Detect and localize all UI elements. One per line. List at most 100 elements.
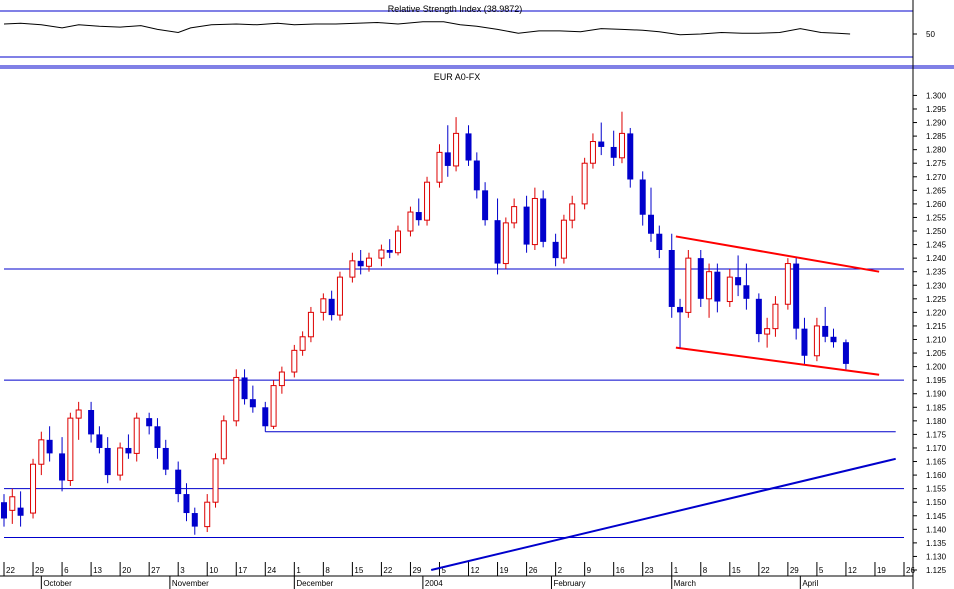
candle-body (656, 233, 663, 250)
candle-body (88, 410, 95, 435)
candle (511, 198, 518, 229)
candle (685, 250, 692, 318)
price-tick-label: 1.265 (926, 186, 947, 195)
candle (830, 328, 837, 348)
price-tick-label: 1.175 (926, 430, 947, 439)
candle (793, 258, 800, 340)
candle-body (220, 420, 227, 460)
candle (627, 127, 634, 188)
candle-body (627, 133, 634, 180)
rsi-panel: Relative Strength Index (38.9872) 50 (0, 0, 954, 69)
candle-body (743, 285, 750, 299)
candle (726, 268, 733, 307)
date-tick-label: 3 (180, 566, 185, 575)
candle (822, 306, 829, 343)
candle (59, 437, 66, 492)
candle-body (154, 426, 161, 448)
candle-body (67, 417, 74, 482)
candle-body (668, 250, 675, 307)
candle (349, 252, 356, 283)
candle (307, 306, 314, 343)
month-label: February (553, 579, 585, 588)
candle-body (125, 447, 132, 454)
rsi-tick-label: 50 (926, 30, 935, 39)
candle-body (822, 325, 829, 337)
rsi-axis: 50 (913, 30, 935, 39)
drawn-lines (4, 235, 904, 571)
candle (175, 461, 182, 503)
candle-body (764, 328, 771, 335)
candle (328, 290, 335, 321)
candle (436, 144, 443, 188)
candle (291, 344, 298, 378)
candle-body (191, 513, 198, 527)
candle-body (598, 141, 605, 147)
month-label: November (172, 579, 209, 588)
candle (552, 233, 559, 267)
candle-body (17, 507, 24, 516)
candle-body (784, 263, 791, 305)
candle-body (204, 501, 211, 528)
channel-line (675, 346, 880, 376)
candle-body (801, 328, 808, 356)
candle (357, 250, 364, 275)
candle-body (386, 250, 393, 253)
candle-body (9, 496, 16, 511)
candle-body (270, 385, 277, 427)
candle (618, 111, 625, 164)
candle (697, 250, 704, 307)
candle-body (59, 453, 66, 481)
candle-body (735, 277, 742, 286)
candle-body (241, 377, 248, 400)
date-tick-label: 12 (471, 566, 480, 575)
date-tick-label: 23 (645, 566, 654, 575)
candle-body (424, 181, 431, 221)
candle (743, 263, 750, 310)
candle-body (482, 190, 489, 221)
candle (801, 317, 808, 364)
month-label: March (674, 579, 696, 588)
candle (842, 339, 849, 370)
candle (764, 317, 771, 348)
price-tick-label: 1.245 (926, 241, 947, 250)
price-tick-label: 1.145 (926, 512, 947, 521)
candle (598, 122, 605, 156)
candle (540, 190, 547, 248)
candle-body (365, 257, 372, 267)
candle-body (146, 418, 153, 427)
candle-body (357, 260, 364, 267)
price-tick-label: 1.280 (926, 146, 947, 155)
candle-body (233, 376, 240, 422)
candle (46, 426, 53, 462)
price-tick-label: 1.230 (926, 281, 947, 290)
price-tick-label: 1.200 (926, 363, 947, 372)
candle-body (436, 151, 443, 183)
candle (270, 380, 277, 429)
candle (407, 206, 414, 237)
price-tick-label: 1.270 (926, 173, 947, 182)
candle-body (540, 198, 547, 242)
price-tick-label: 1.135 (926, 539, 947, 548)
candle (610, 130, 617, 166)
candle (395, 225, 402, 256)
candle (96, 426, 103, 454)
date-tick-label: 29 (35, 566, 44, 575)
candle-body (299, 336, 306, 351)
candle-body (685, 257, 692, 313)
candle-body (212, 458, 219, 503)
candle-body (378, 249, 385, 259)
price-panel: EUR A0-FX 1.125 1.130 1.135 1.140 1.145 1.150… (0, 68, 947, 589)
candle-body (307, 311, 314, 338)
date-tick-label: 2 (558, 566, 563, 575)
candle-body (349, 260, 356, 278)
date-tick-label: 5 (819, 566, 824, 575)
candle-body (706, 271, 713, 300)
date-tick-label: 1 (674, 566, 679, 575)
price-tick-label: 1.180 (926, 417, 947, 426)
rsi-line (3, 21, 851, 36)
candle-body (813, 325, 820, 357)
candle-body (291, 349, 298, 373)
candle-body (328, 298, 335, 316)
price-tick-label: 1.195 (926, 376, 947, 385)
